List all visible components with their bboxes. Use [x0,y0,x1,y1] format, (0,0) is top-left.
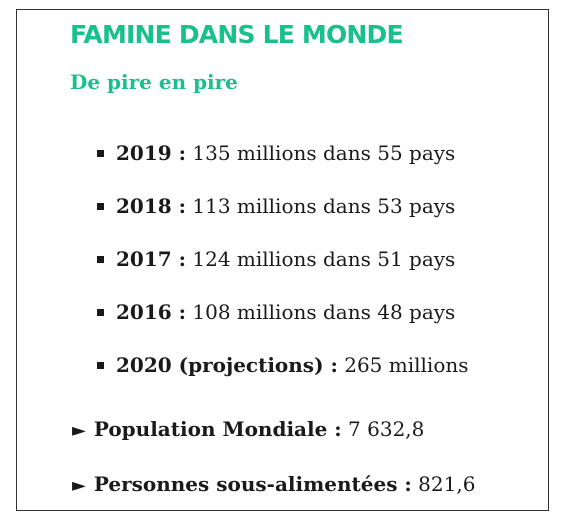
square-bullet-icon [97,361,104,369]
list-item-2016: 2016 : 108 millions dans 48 pays [97,297,469,350]
list-item-2019: 2019 : 135 millions dans 55 pays [97,138,469,191]
page-title: FAMINE DANS LE MONDE [70,20,404,49]
stat-label: Population Mondiale : [93,417,342,441]
year-value: 135 millions dans 55 pays [186,141,456,165]
right-triangle-arrow-icon: ► [72,475,86,496]
year-label: 2016 : [116,300,187,324]
year-value: 113 millions dans 53 pays [186,194,456,218]
year-label: 2019 : [116,141,187,165]
year-value: 108 millions dans 48 pays [186,300,456,324]
square-bullet-icon [97,149,104,157]
stat-label: Personnes sous-alimentées : [93,472,412,496]
stat-population-mondiale: ► Population Mondiale : 7 632,8 [72,414,475,469]
year-label: 2020 (projections) : [116,353,338,377]
square-bullet-icon [97,308,104,316]
year-value: 265 millions [337,353,469,377]
stat-value: 7 632,8 [341,417,425,441]
list-item-2020-projections: 2020 (projections) : 265 millions [97,350,469,403]
list-item-2017: 2017 : 124 millions dans 51 pays [97,244,469,297]
page-subtitle: De pire en pire [70,70,238,94]
yearly-stats-list: 2019 : 135 millions dans 55 pays 2018 : … [97,138,469,403]
right-triangle-arrow-icon: ► [72,420,86,441]
infobox-card: FAMINE DANS LE MONDE De pire en pire 201… [16,9,549,511]
list-item-2018: 2018 : 113 millions dans 53 pays [97,191,469,244]
stat-personnes-sous-alimentees: ► Personnes sous-alimentées : 821,6 [72,469,475,524]
year-value: 124 millions dans 51 pays [186,247,456,271]
year-label: 2018 : [116,194,187,218]
global-stats-list: ► Population Mondiale : 7 632,8 ► Personne… [72,414,475,524]
square-bullet-icon [97,255,104,263]
year-label: 2017 : [116,247,187,271]
square-bullet-icon [97,202,104,210]
stat-value: 821,6 [411,472,476,496]
